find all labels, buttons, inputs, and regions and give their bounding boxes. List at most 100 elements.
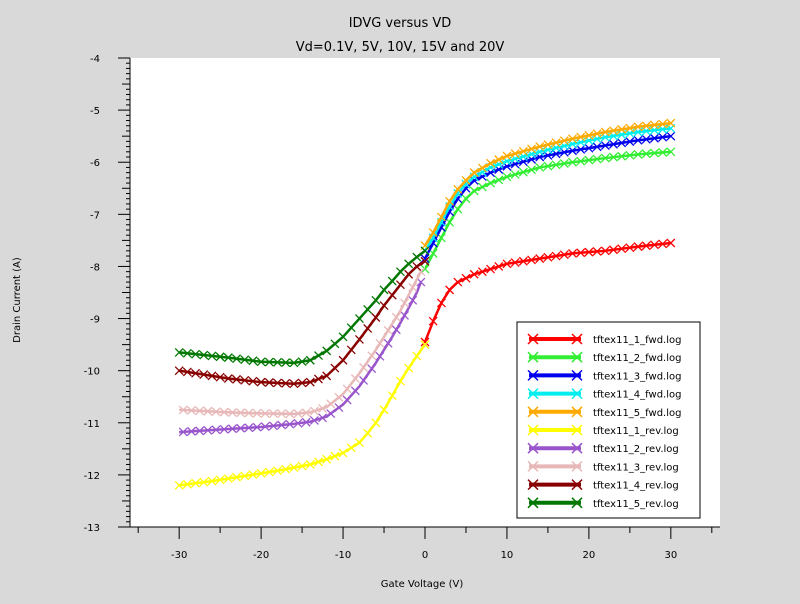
y-tick-label: -13 bbox=[84, 523, 100, 534]
x-axis-label: Gate Voltage (V) bbox=[381, 579, 464, 590]
series-point bbox=[318, 413, 328, 423]
series-point bbox=[486, 264, 496, 274]
series-point bbox=[559, 136, 569, 146]
legend-entry: tftex11_4_rev.log bbox=[593, 481, 679, 492]
series-point bbox=[658, 119, 668, 129]
series-point bbox=[346, 323, 356, 333]
legend-entry: tftex11_5_rev.log bbox=[593, 499, 679, 510]
axes: -13 -12 -11 -10 -9 -8 -7 -6 -5 -4 -30 -20 -10 0 10 20 30 bbox=[84, 54, 720, 561]
series-point bbox=[371, 418, 381, 428]
series-point bbox=[354, 438, 364, 448]
y-axis-label: Drain Current (A) bbox=[12, 257, 23, 343]
series-point bbox=[420, 340, 430, 350]
series-point bbox=[219, 407, 229, 417]
legend-marker bbox=[527, 333, 583, 345]
series-point bbox=[248, 470, 258, 480]
series-tftex11_5_rev.log bbox=[174, 246, 430, 368]
series-point bbox=[404, 363, 414, 373]
legend-marker bbox=[527, 351, 583, 363]
series-point bbox=[215, 352, 225, 362]
series-point bbox=[568, 157, 577, 167]
series-point bbox=[535, 254, 545, 264]
series-point bbox=[494, 175, 504, 185]
series-point bbox=[244, 423, 254, 433]
series-point bbox=[338, 355, 348, 365]
series-point bbox=[338, 332, 348, 342]
series-point bbox=[625, 150, 635, 160]
series-point bbox=[453, 189, 463, 198]
series-point bbox=[461, 176, 471, 185]
legend-marker bbox=[527, 406, 583, 418]
series-point bbox=[326, 399, 336, 409]
series-point bbox=[453, 184, 463, 194]
series-point bbox=[649, 240, 659, 250]
series-point bbox=[477, 163, 487, 173]
legend-marker bbox=[527, 442, 583, 454]
series-point bbox=[666, 238, 676, 248]
series-point bbox=[330, 363, 340, 373]
series-point bbox=[416, 267, 426, 277]
y-tick-label: -7 bbox=[90, 210, 100, 221]
series-point bbox=[551, 160, 561, 170]
series-point bbox=[174, 347, 184, 357]
series-point bbox=[293, 409, 303, 418]
series-point bbox=[502, 259, 512, 269]
series-point bbox=[186, 405, 196, 415]
series-point bbox=[469, 186, 479, 196]
series-point bbox=[510, 258, 520, 267]
series-point bbox=[649, 148, 659, 158]
series-point bbox=[527, 255, 536, 265]
series-point bbox=[178, 427, 188, 437]
series-point bbox=[305, 460, 315, 469]
series-point bbox=[617, 244, 627, 254]
series-point bbox=[379, 301, 389, 310]
series-point bbox=[314, 457, 323, 467]
series-point bbox=[510, 170, 520, 179]
series-point bbox=[260, 409, 270, 418]
series-point bbox=[543, 161, 553, 171]
series-point bbox=[309, 415, 319, 425]
series-point bbox=[649, 120, 659, 130]
series-point bbox=[391, 325, 401, 335]
series-point bbox=[227, 408, 237, 417]
series-point bbox=[420, 337, 430, 347]
series-point bbox=[182, 367, 192, 377]
series-point bbox=[649, 133, 659, 143]
series-point bbox=[395, 280, 405, 290]
series-point bbox=[174, 480, 184, 490]
series-point bbox=[617, 138, 627, 148]
series-point bbox=[240, 471, 250, 481]
series-point bbox=[641, 241, 651, 251]
series-point bbox=[625, 137, 635, 147]
series-point bbox=[305, 355, 315, 365]
y-tick-label: -9 bbox=[90, 315, 100, 326]
x-tick-label: -30 bbox=[171, 550, 187, 561]
series-point bbox=[199, 370, 209, 380]
series-point bbox=[436, 212, 446, 222]
series-point bbox=[617, 151, 627, 161]
series-point bbox=[400, 310, 409, 320]
series-point bbox=[322, 454, 332, 464]
series-point bbox=[420, 254, 430, 264]
series-point bbox=[568, 248, 577, 258]
series-point bbox=[195, 426, 205, 436]
series-point bbox=[592, 142, 602, 152]
series-point bbox=[543, 140, 553, 150]
series-point bbox=[359, 375, 369, 385]
series-point bbox=[322, 346, 332, 356]
series-point bbox=[342, 384, 352, 394]
series-point bbox=[609, 139, 618, 149]
series-point bbox=[363, 304, 373, 314]
series-point bbox=[375, 351, 385, 361]
series-point bbox=[207, 476, 217, 486]
series-point bbox=[215, 372, 225, 382]
series-point bbox=[191, 368, 201, 378]
series-point bbox=[477, 267, 487, 277]
series-point bbox=[350, 386, 360, 396]
series-point bbox=[551, 138, 561, 148]
y-tick-label: -10 bbox=[84, 367, 100, 378]
series-point bbox=[285, 409, 295, 419]
series-point bbox=[600, 246, 610, 256]
